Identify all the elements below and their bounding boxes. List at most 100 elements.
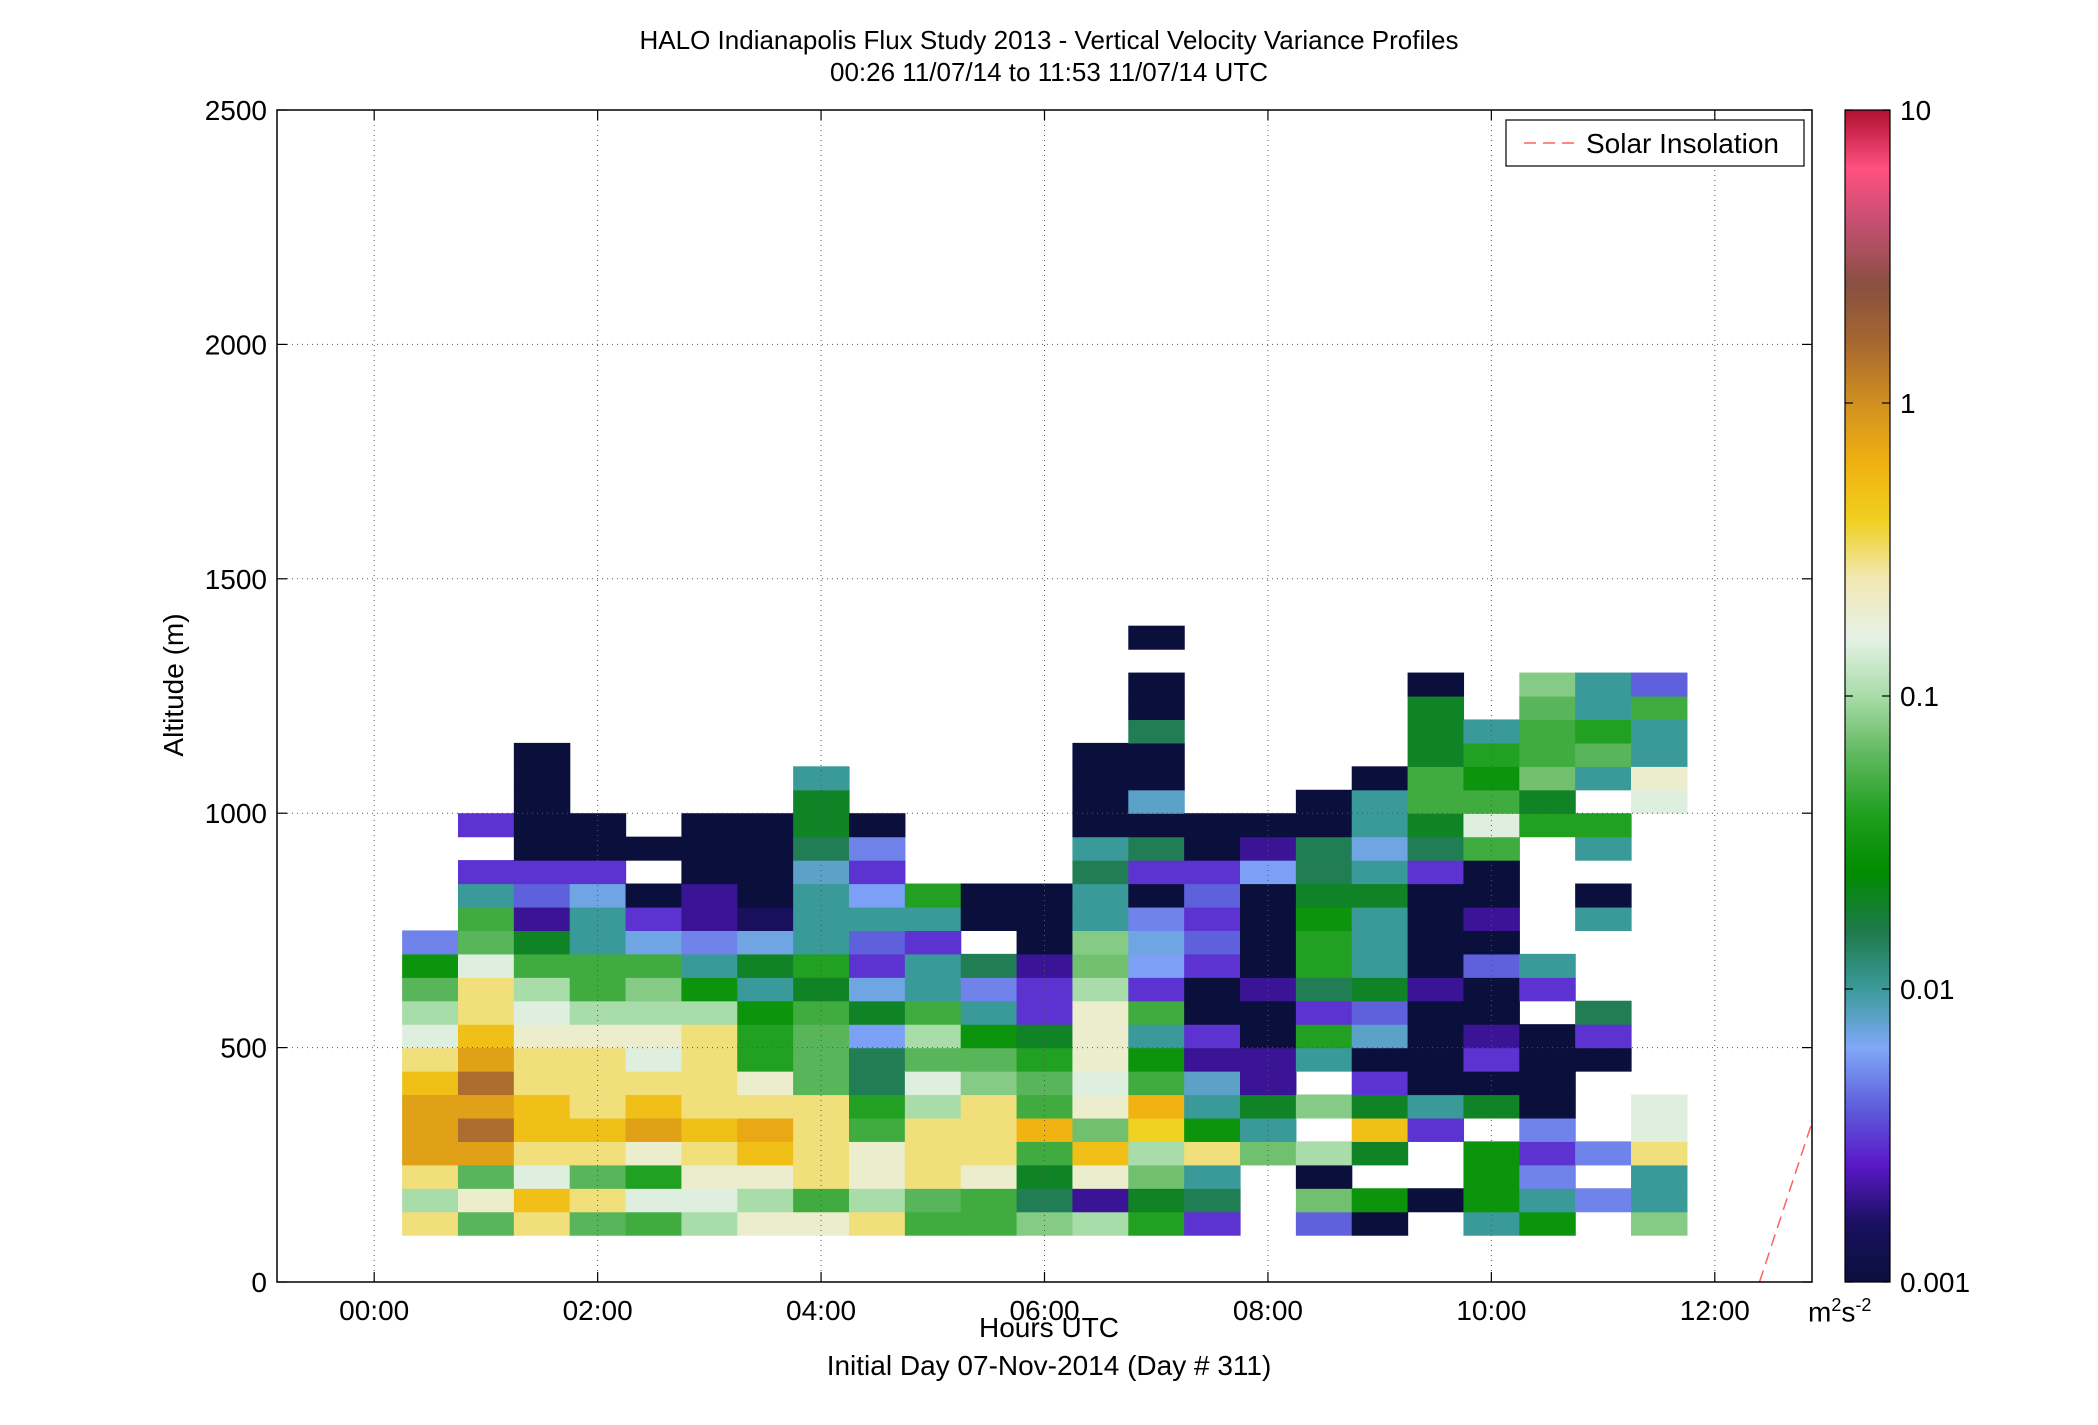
heatmap-cell: [960, 883, 1018, 908]
heatmap-cell: [681, 1164, 738, 1189]
heatmap-cell: [457, 977, 515, 1002]
heatmap-cell: [625, 883, 683, 908]
heatmap-cell: [960, 1164, 1018, 1189]
heatmap-cell: [402, 1024, 459, 1049]
heatmap-cell: [1128, 883, 1185, 908]
heatmap-cell: [513, 1047, 571, 1072]
heatmap-cell: [1184, 1024, 1241, 1049]
heatmap-cell: [1519, 1117, 1576, 1142]
heatmap-cell: [402, 1071, 459, 1096]
heatmap-cell: [1128, 1117, 1185, 1142]
y-tick-label: 0: [251, 1267, 267, 1298]
heatmap-cell: [1184, 906, 1241, 931]
heatmap-cell: [1407, 696, 1465, 721]
heatmap-cell: [1519, 742, 1576, 767]
unit-exponent-2: -2: [1855, 1295, 1872, 1315]
heatmap-cell: [1463, 1047, 1520, 1072]
heatmap-cell: [904, 953, 962, 978]
heatmap-cell: [1016, 1024, 1074, 1049]
heatmap-cell: [793, 1071, 850, 1096]
heatmap-cell: [1295, 953, 1353, 978]
heatmap-cell: [848, 906, 906, 931]
heatmap-cell: [793, 1117, 850, 1142]
heatmap-cell: [1184, 1117, 1241, 1142]
heatmap-cell: [1463, 766, 1520, 791]
legend-label: Solar Insolation: [1586, 128, 1779, 159]
heatmap-cell: [1407, 742, 1465, 767]
heatmap-cell: [960, 1188, 1018, 1213]
heatmap-cell: [1240, 1024, 1297, 1049]
heatmap-cell: [1463, 789, 1520, 814]
heatmap-cell: [402, 1141, 459, 1166]
heatmap-cell: [1240, 1047, 1297, 1072]
heatmap-cell: [1631, 742, 1688, 767]
heatmap-cell: [1351, 953, 1409, 978]
heatmap-cell: [1128, 977, 1185, 1002]
x-tick-label: 00:00: [339, 1295, 409, 1326]
x-axis-label: Hours UTC: [978, 1312, 1119, 1343]
heatmap-cell: [848, 930, 906, 955]
colorbar-tick-label: 0.1: [1900, 681, 1939, 712]
heatmap-cell: [737, 1000, 794, 1025]
y-axis-ticks: 0 500 1000 1500 2000 2500: [205, 95, 1812, 1298]
heatmap-cell: [1407, 1071, 1465, 1096]
heatmap-cell: [513, 906, 571, 931]
heatmap-cell: [457, 1117, 515, 1142]
heatmap-cell: [1128, 1094, 1185, 1119]
heatmap-cell: [1128, 789, 1185, 814]
heatmap-cell: [1463, 1164, 1520, 1189]
heatmap-cell: [1128, 930, 1185, 955]
heatmap-cell: [1072, 1188, 1129, 1213]
heatmap-cell: [1072, 953, 1129, 978]
colorbar-tick-label: 10: [1900, 95, 1931, 126]
heatmap-cell: [1463, 719, 1520, 744]
heatmap-cell: [1184, 1094, 1241, 1119]
heatmap-cell: [848, 1141, 906, 1166]
heatmap-cell: [904, 1047, 962, 1072]
heatmap-cell: [1184, 1141, 1241, 1166]
heatmap-cell: [681, 860, 738, 885]
heatmap-cell: [1128, 1047, 1185, 1072]
heatmap-cell: [1072, 1094, 1129, 1119]
heatmap-cell: [625, 1000, 683, 1025]
heatmap-cell: [904, 1024, 962, 1049]
heatmap-cell: [513, 1211, 571, 1236]
heatmap-cell: [457, 953, 515, 978]
heatmap-cells: [402, 625, 1688, 1236]
heatmap-cell: [1184, 1047, 1241, 1072]
x-tick-label: 02:00: [563, 1295, 633, 1326]
heatmap-cell: [513, 1141, 571, 1166]
heatmap-cell: [1295, 1141, 1353, 1166]
heatmap-cell: [681, 977, 738, 1002]
heatmap-cell: [1128, 1211, 1185, 1236]
heatmap-cell: [1351, 813, 1409, 838]
unit-mid: s: [1841, 1296, 1856, 1328]
heatmap-cell: [1128, 1141, 1185, 1166]
heatmap-cell: [1575, 1047, 1632, 1072]
heatmap-cell: [1407, 789, 1465, 814]
x-tick-label: 06:00: [1009, 1295, 1079, 1326]
colorbar: 0.001 0.01 0.1 1 10: [1844, 95, 1970, 1298]
heatmap-cell: [1519, 1047, 1576, 1072]
heatmap-cell: [569, 1024, 627, 1049]
heatmap-cell: [960, 906, 1018, 931]
heatmap-cell: [1407, 883, 1465, 908]
heatmap-cell: [1463, 1000, 1520, 1025]
heatmap-cell: [1240, 977, 1297, 1002]
heatmap-cell: [402, 1047, 459, 1072]
heatmap-cell: [1463, 977, 1520, 1002]
heatmap-cell: [1407, 1188, 1465, 1213]
heatmap-cell: [1128, 672, 1185, 697]
heatmap-cell: [681, 953, 738, 978]
heatmap-cell: [1128, 1024, 1185, 1049]
heatmap-cell: [1072, 836, 1129, 861]
heatmap-cell: [1016, 1071, 1074, 1096]
heatmap-cell: [1351, 1047, 1409, 1072]
heatmap-cell: [1184, 836, 1241, 861]
heatmap-cell: [1575, 1188, 1632, 1213]
heatmap-cell: [513, 742, 571, 767]
heatmap-cell: [1240, 1071, 1297, 1096]
heatmap-cell: [1351, 977, 1409, 1002]
heatmap-cell: [513, 1188, 571, 1213]
